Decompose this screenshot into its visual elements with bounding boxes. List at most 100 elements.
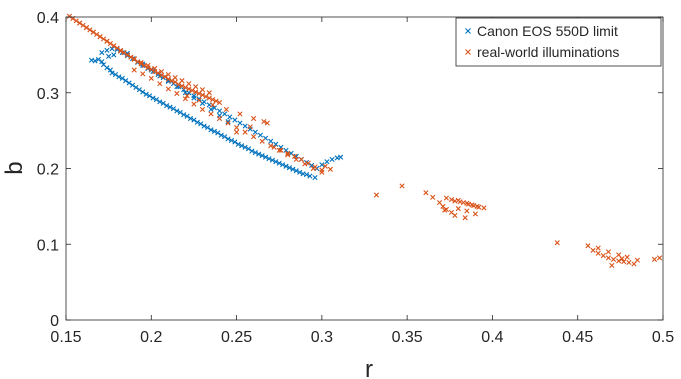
data-point [158,68,165,75]
data-point [291,153,298,159]
data-point [457,199,463,205]
data-point [187,115,194,122]
data-point [624,254,630,260]
data-point [131,56,137,62]
legend-marker-series-1 [465,49,471,55]
data-point [249,148,255,154]
data-point [157,99,163,105]
series-1 [66,13,663,269]
legend-label-series-1: real-world illuminations [477,44,619,60]
data-point [590,247,596,253]
data-point [256,151,262,157]
data-point [194,119,200,125]
data-point [208,127,214,133]
data-point [442,207,448,213]
data-point [464,200,470,206]
data-point [148,75,154,81]
data-point [634,257,641,263]
data-point [109,70,115,76]
data-point [251,134,257,140]
data-point [133,84,139,91]
legend-label-series-0: Canon EOS 550D limit [477,23,618,39]
data-point [165,76,171,82]
legend-marker-series-0 [465,28,471,34]
data-point [222,134,228,140]
data-point [211,105,217,111]
y-tick-label: 0.1 [37,237,59,254]
data-point [225,118,231,125]
data-point [216,108,223,114]
data-point [199,87,206,93]
data-point [268,138,274,144]
data-point [305,160,311,166]
x-tick-label: 0.35 [392,329,423,346]
data-point [261,118,267,125]
data-point [233,125,240,131]
data-point [239,143,245,149]
data-point [77,20,83,26]
data-point [286,165,293,171]
data-point [605,255,612,261]
data-point [172,75,178,81]
data-point [170,106,177,112]
data-point [210,102,216,108]
legend-marker [465,28,471,34]
data-point [111,52,117,58]
data-point [104,47,110,53]
data-point [616,258,622,264]
data-point [107,67,113,73]
data-point [452,212,458,219]
data-point [123,78,129,84]
data-point [116,74,122,80]
data-point [160,100,166,106]
data-point [90,29,96,35]
y-tick-label: 0 [50,313,59,330]
data-point [297,169,303,175]
data-point [111,43,117,49]
data-point [462,215,468,221]
data-point [298,156,304,162]
data-point [138,61,144,67]
data-point [585,243,591,249]
data-point [191,95,197,101]
data-point [136,87,142,93]
data-point [271,144,277,150]
data-point [293,156,299,162]
data-point [309,162,315,169]
data-point [201,123,207,129]
data-point [228,137,235,144]
data-point [474,203,480,209]
data-point [327,166,333,172]
x-tick-label: 0.2 [140,329,162,346]
data-point [182,96,188,102]
data-point [259,153,265,159]
data-point [109,46,115,52]
legend-marker [465,49,471,55]
data-point [181,112,187,118]
x-tick-label: 0.45 [562,329,593,346]
data-point [99,59,105,65]
data-point [280,162,286,168]
data-point [257,132,264,138]
data-point [242,129,248,135]
data-point [186,81,192,87]
data-point [285,150,291,156]
data-point [237,111,243,117]
data-point [199,92,206,98]
data-point [610,256,617,262]
data-point [152,65,158,72]
data-point [293,168,299,174]
data-point [140,89,146,95]
data-point [373,192,380,198]
data-point [319,162,325,168]
data-point [322,163,328,169]
data-point [452,198,458,204]
data-point [252,129,258,135]
data-point [266,156,272,162]
y-tick-label: 0.2 [37,162,59,179]
data-point [218,132,224,138]
data-point [95,56,101,63]
data-point [124,52,130,58]
data-point [242,144,248,150]
